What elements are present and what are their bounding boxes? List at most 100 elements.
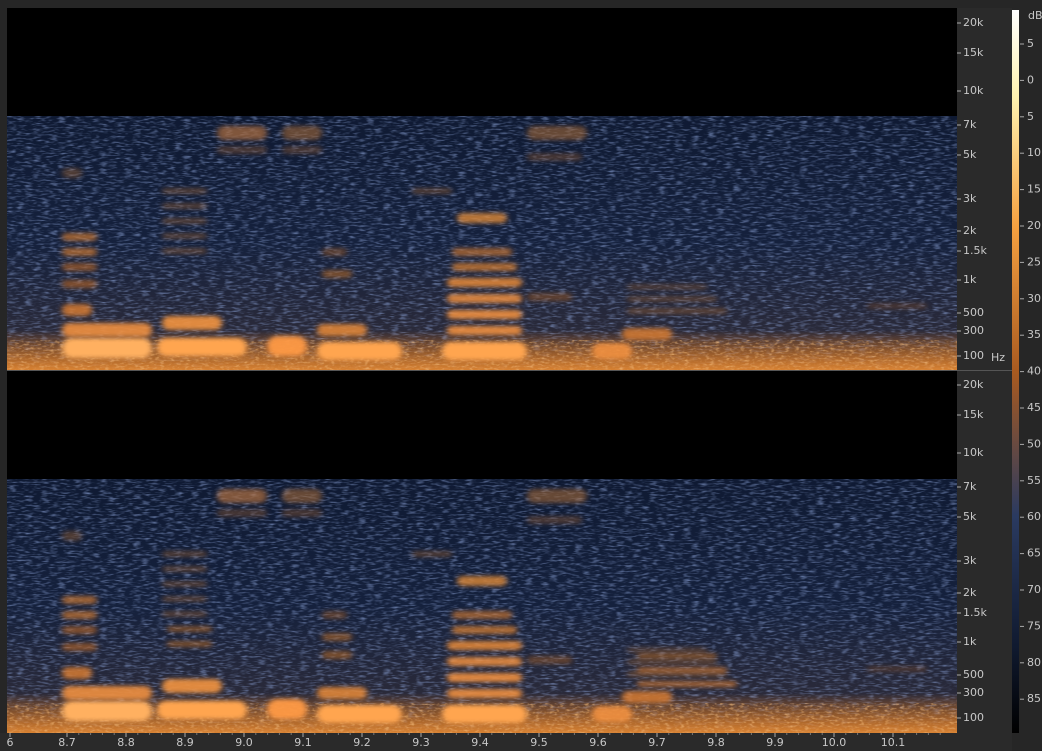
energy-blob: [447, 641, 522, 650]
time-tick-label: 10.0: [822, 736, 847, 749]
freq-tick-label: 10k: [963, 84, 984, 97]
energy-blob: [627, 659, 717, 665]
time-tick-label: 10.1: [881, 736, 906, 749]
energy-blob: [322, 270, 352, 278]
colorbar: [1012, 10, 1019, 733]
top-channel: [7, 8, 957, 370]
freq-tick-label: 300: [963, 324, 984, 337]
db-tick-label: 30: [1027, 292, 1041, 305]
freq-tick-label: 15k: [963, 46, 984, 59]
time-tick-label: 9.9: [766, 736, 784, 749]
energy-blob: [447, 278, 522, 287]
energy-blob: [267, 699, 307, 719]
energy-blob: [162, 233, 207, 239]
energy-blob: [592, 343, 632, 359]
time-tick-label: 9.1: [294, 736, 312, 749]
db-tick-label: 75: [1027, 619, 1041, 632]
energy-blob: [282, 509, 322, 517]
freq-tick-label: 2k: [963, 224, 977, 237]
freq-tick-label: 100: [963, 349, 984, 362]
freq-tick-label: 7k: [963, 480, 977, 493]
energy-blob: [627, 308, 727, 314]
db-tick-label: 65: [1027, 547, 1041, 560]
energy-blob: [162, 611, 207, 617]
db-tick-label: 60: [1027, 510, 1041, 523]
freq-tick-label: 20k: [963, 16, 984, 29]
energy-blob: [162, 551, 207, 557]
energy-blob: [62, 667, 92, 679]
energy-blob: [167, 626, 212, 632]
db-tick-label: 5: [1027, 110, 1034, 123]
energy-blob: [627, 284, 707, 290]
energy-blob: [167, 641, 212, 647]
freq-tick-label: 500: [963, 668, 984, 681]
energy-blob: [62, 263, 97, 271]
energy-blob: [412, 188, 452, 194]
energy-blob: [62, 531, 82, 541]
db-tick-label: 5: [1027, 37, 1034, 50]
energy-blob: [62, 626, 97, 634]
energy-blob: [447, 689, 522, 698]
energy-blob: [527, 293, 572, 301]
bottom-channel: [7, 371, 957, 733]
energy-blob: [317, 705, 402, 723]
energy-blob: [162, 316, 222, 330]
energy-blob: [527, 126, 587, 140]
energy-blob: [162, 596, 207, 602]
db-tick-label: 0: [1027, 73, 1034, 86]
time-tick-label: 9.3: [412, 736, 430, 749]
energy-blob: [282, 146, 322, 154]
energy-blob: [217, 509, 267, 517]
energy-blob: [267, 336, 307, 356]
db-tick-label: 85: [1027, 692, 1041, 705]
time-tick-label: 8.9: [176, 736, 194, 749]
energy-blob: [637, 667, 727, 673]
db-tick-label: 55: [1027, 474, 1041, 487]
spectrogram-view: 20k15k10k7k5k3k2k1.5k1k50030010020k15k10…: [0, 0, 1042, 751]
energy-blob: [62, 686, 152, 700]
energy-blob: [322, 651, 352, 659]
freq-tick-label: 1.5k: [963, 606, 987, 619]
energy-blob: [527, 516, 582, 524]
db-tick-label: 15: [1027, 183, 1041, 196]
energy-blob: [867, 666, 927, 672]
time-tick-label: 9.5: [530, 736, 548, 749]
db-tick-label: 25: [1027, 255, 1041, 268]
energy-blob: [457, 213, 507, 223]
energy-blob: [622, 691, 672, 703]
freq-tick-label: 500: [963, 306, 984, 319]
energy-blob: [527, 489, 587, 503]
energy-blob: [217, 489, 267, 503]
energy-blob: [62, 233, 97, 241]
energy-blob: [447, 326, 522, 335]
energy-blob: [282, 489, 322, 503]
freq-tick-label: 1k: [963, 635, 977, 648]
energy-blob: [162, 248, 207, 254]
energy-blob: [452, 263, 517, 271]
db-tick-label: 40: [1027, 365, 1041, 378]
freq-tick-label: 10k: [963, 446, 984, 459]
energy-blob: [867, 303, 927, 309]
energy-blob: [622, 328, 672, 340]
energy-blob: [162, 203, 207, 209]
energy-blob: [162, 218, 207, 224]
time-tick-label: 9.2: [353, 736, 371, 749]
time-tick-label: 9.0: [235, 736, 253, 749]
energy-blob: [592, 706, 632, 722]
db-tick-label: 10: [1027, 146, 1041, 159]
energy-blob: [452, 248, 512, 256]
energy-blob: [457, 576, 507, 586]
energy-blob: [62, 248, 97, 256]
db-unit: dB: [1028, 9, 1042, 22]
freq-tick-label: 100: [963, 711, 984, 724]
energy-blob: [62, 701, 152, 721]
freq-tick-label: 1k: [963, 273, 977, 286]
energy-blob: [317, 342, 402, 360]
freq-tick-label: 5k: [963, 510, 977, 523]
time-tick-label: 8.8: [117, 736, 135, 749]
energy-blob: [442, 342, 527, 360]
freq-tick-label: 3k: [963, 192, 977, 205]
freq-unit: Hz: [991, 351, 1005, 364]
db-tick-label: 45: [1027, 401, 1041, 414]
energy-blob: [162, 566, 207, 572]
